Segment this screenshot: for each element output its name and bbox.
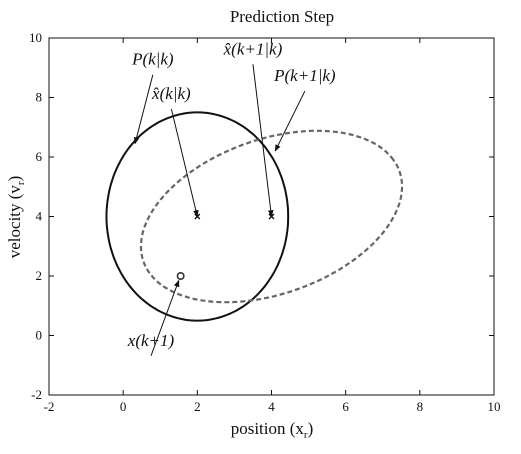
annotation-label: P(k|k) (131, 50, 174, 69)
y-tick-label: -2 (31, 387, 42, 402)
annotation-label: x̂(k+1|k) (223, 39, 283, 58)
y-tick-label: 2 (36, 268, 43, 283)
y-tick-label: 10 (29, 30, 42, 45)
y-tick-label: 4 (36, 209, 43, 224)
y-axis-label: velocity (vr) (5, 176, 27, 259)
ellipses (105, 111, 404, 322)
annotation-arrow (252, 64, 274, 218)
y-axis-label-sub: r (15, 181, 27, 185)
annotation-label: x(k+1) (127, 331, 175, 350)
x-axis-label-text: position (x (231, 419, 305, 438)
annotation-arrow (133, 74, 154, 145)
y-tick-label: 6 (36, 149, 43, 164)
annotation-label: P(k+1|k) (273, 66, 336, 85)
x-tick-label: 6 (342, 399, 349, 414)
annotation-arrow (274, 90, 306, 152)
y-tick-label: 8 (36, 90, 43, 105)
y-axis-label-text: velocity (v (5, 185, 24, 259)
y-tick-label: 0 (36, 328, 43, 343)
x-tick-label: 0 (120, 399, 127, 414)
point-marker-circle (176, 271, 185, 280)
annotation-label: x̂(k|k) (151, 84, 191, 103)
annotation-arrow (150, 279, 180, 357)
x-axis-label-sub: r (304, 429, 308, 441)
x-tick-label: -2 (44, 399, 55, 414)
x-axis-label-close: ) (308, 419, 314, 438)
annotation-arrow (170, 108, 199, 218)
x-tick-label: 10 (488, 399, 501, 414)
y-axis-ticks: -2 0 2 4 6 8 10 (29, 30, 494, 402)
x-axis-label: position (xr) (231, 419, 314, 441)
x-tick-label: 2 (194, 399, 201, 414)
chart-title: Prediction Step (230, 7, 334, 26)
annotations: P(k|k) x̂(k|k) x̂(k+1|k) P(k+1|k) x(k+1) (127, 39, 336, 357)
x-tick-label: 4 (268, 399, 275, 414)
points (176, 213, 275, 280)
y-axis-label-close: ) (5, 176, 24, 182)
predicted-covariance-ellipse (139, 129, 404, 304)
x-axis-ticks: -2 0 2 4 6 8 10 (44, 38, 501, 414)
x-tick-label: 8 (417, 399, 424, 414)
covariance-ellipse (105, 111, 290, 322)
